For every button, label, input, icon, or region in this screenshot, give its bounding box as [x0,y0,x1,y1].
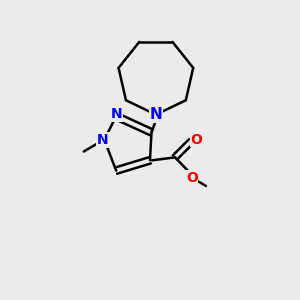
Text: N: N [110,107,122,121]
Text: O: O [190,133,202,147]
Text: N: N [149,107,162,122]
Text: N: N [97,133,109,147]
Text: O: O [186,171,198,185]
